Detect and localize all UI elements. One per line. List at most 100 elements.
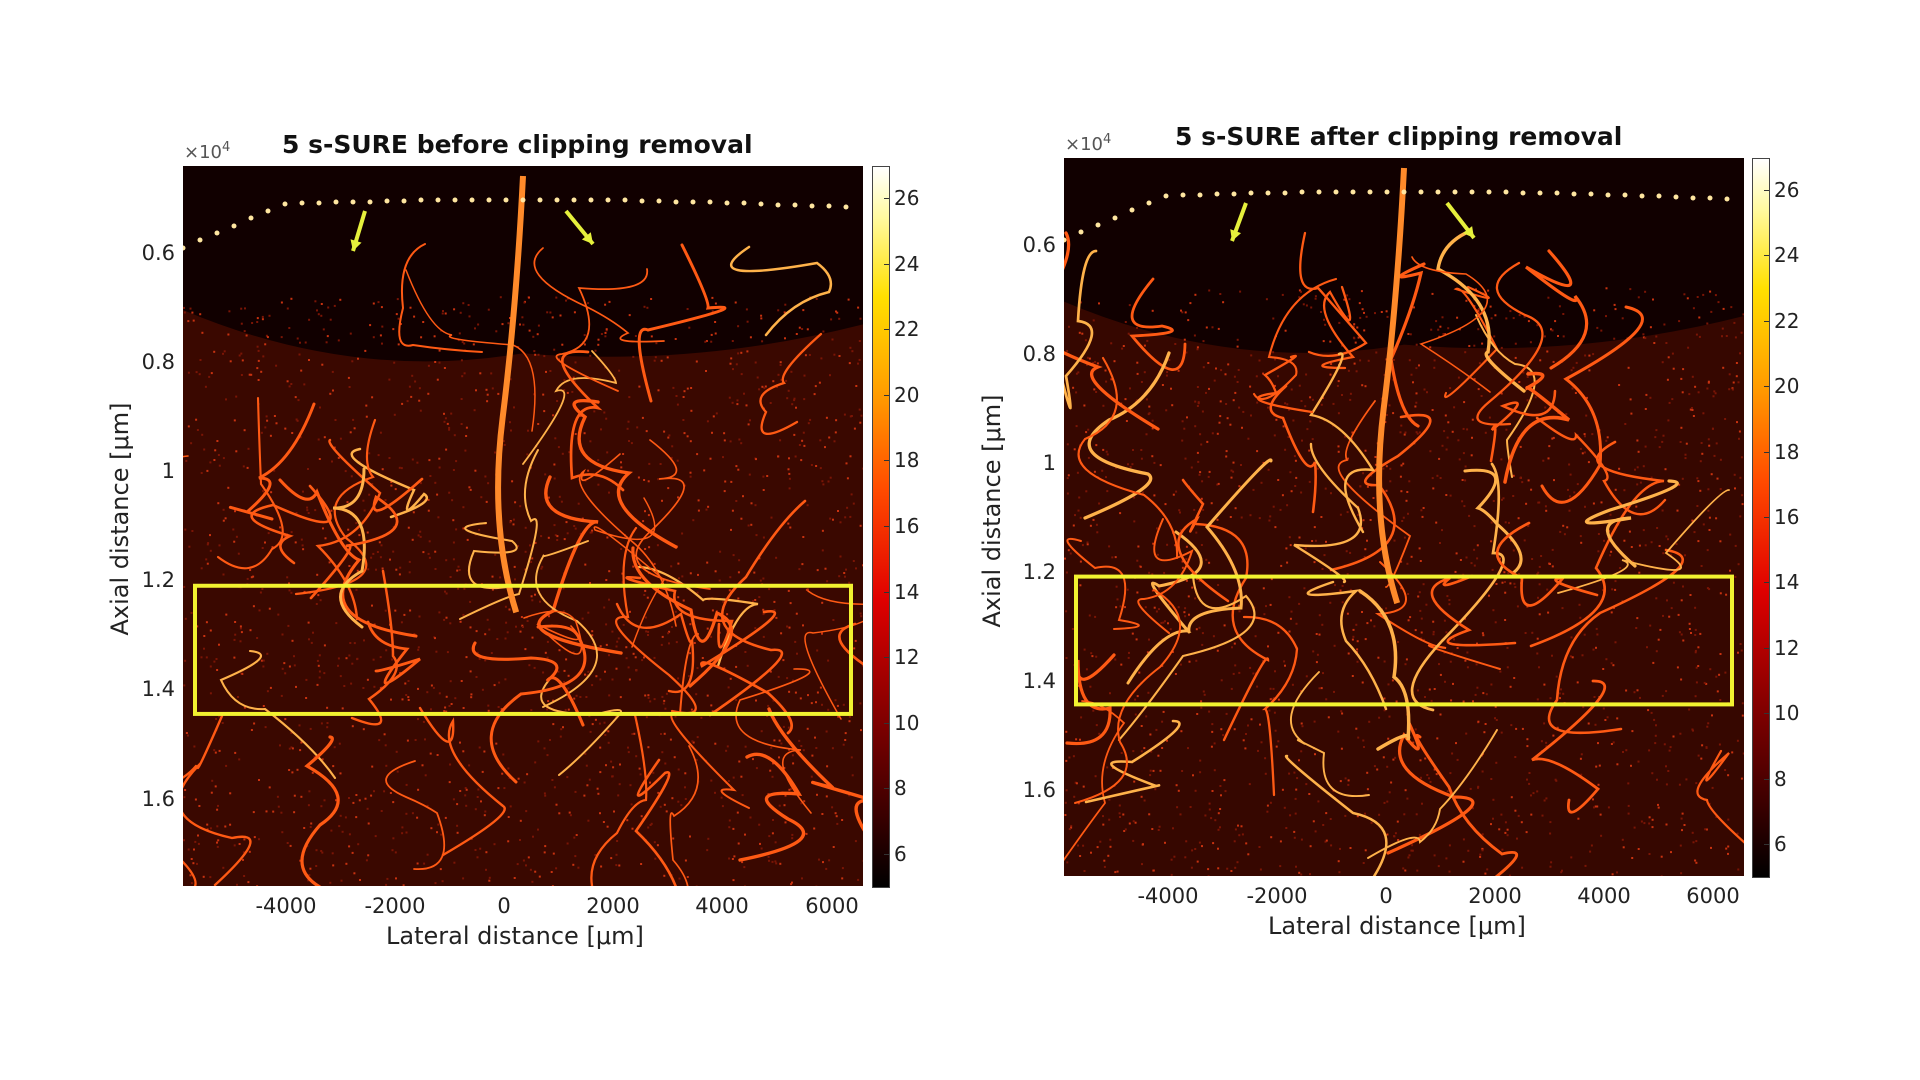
speckle (851, 774, 854, 777)
speckle (663, 430, 666, 433)
speckle (333, 304, 336, 307)
speckle (1426, 774, 1429, 776)
speckle (1491, 568, 1494, 571)
speckle (1207, 875, 1210, 876)
speckle (315, 849, 318, 852)
colorbar-tick-label: 22 (894, 317, 920, 342)
vessel-map (1064, 158, 1744, 876)
speckle (395, 313, 398, 316)
speckle (417, 788, 420, 791)
speckle (433, 335, 436, 338)
speckle (618, 369, 621, 372)
speckle (234, 510, 236, 513)
speckle (621, 572, 624, 575)
speckle (1594, 805, 1597, 808)
speckle (533, 393, 536, 396)
vessel (366, 620, 421, 685)
speckle (858, 408, 861, 411)
speckle (740, 351, 743, 354)
speckle (1551, 437, 1554, 440)
vessel (1309, 352, 1376, 534)
speckle (552, 723, 555, 726)
speckle (358, 534, 361, 537)
vessel (418, 706, 506, 857)
speckle (1607, 806, 1610, 809)
speckle (645, 630, 648, 633)
speckle (1298, 296, 1301, 299)
speckle (414, 380, 417, 383)
speckle (1552, 436, 1555, 439)
speckle (1366, 539, 1368, 542)
speckle (452, 558, 455, 561)
speckle (605, 329, 608, 332)
colorbar-tick-mark (1764, 844, 1769, 845)
speckle (796, 652, 798, 655)
speckle (504, 637, 507, 640)
speckle (746, 664, 749, 667)
speckle (487, 482, 490, 485)
speckle (206, 823, 209, 826)
speckle (745, 308, 748, 311)
speckle (233, 540, 236, 543)
speckle (760, 847, 763, 850)
speckle (1461, 500, 1464, 503)
speckle (802, 431, 805, 434)
speckle (1680, 817, 1683, 820)
speckle (677, 596, 680, 599)
speckle (647, 514, 650, 517)
speckle (760, 314, 763, 317)
speckle (183, 684, 186, 687)
speckle (1386, 800, 1389, 803)
speckle (1196, 405, 1199, 407)
speckle (1553, 479, 1555, 482)
speckle (822, 330, 825, 333)
speckle (1217, 327, 1220, 330)
speckle (1347, 457, 1349, 460)
speckle (214, 751, 217, 754)
speckle (1403, 536, 1406, 539)
speckle (468, 486, 471, 489)
speckle (706, 849, 709, 852)
speckle (1347, 779, 1350, 782)
speckle (754, 361, 757, 364)
speckle (1361, 611, 1363, 613)
speckle (338, 742, 341, 745)
speckle (1500, 813, 1503, 816)
speckle (1422, 507, 1425, 509)
colorbar-tick-label: 6 (894, 842, 907, 866)
speckle (290, 731, 293, 734)
speckle (1625, 689, 1628, 692)
speckle (1126, 588, 1129, 591)
speckle (1079, 560, 1082, 563)
speckle (264, 343, 267, 346)
speckle (1363, 311, 1365, 314)
speckle (1337, 445, 1340, 448)
speckle (413, 315, 416, 318)
speckle (475, 676, 478, 678)
speckle (1566, 526, 1569, 529)
speckle (642, 520, 645, 523)
speckle (1269, 515, 1272, 518)
speckle (1302, 303, 1305, 306)
speckle (761, 385, 764, 388)
speckle (373, 685, 376, 688)
speckle (706, 420, 709, 423)
speckle (470, 693, 473, 696)
bright-spot (1180, 192, 1186, 198)
speckle (1579, 535, 1582, 538)
speckle (785, 379, 788, 382)
speckle (1466, 651, 1469, 654)
speckle (1219, 808, 1222, 810)
speckle (1433, 359, 1436, 362)
speckle (184, 528, 187, 531)
speckle (1705, 746, 1708, 749)
speckle (1708, 529, 1711, 531)
speckle (594, 854, 597, 856)
speckle (308, 638, 310, 641)
vessel (1284, 754, 1388, 876)
speckle (427, 364, 430, 367)
speckle (1662, 434, 1665, 437)
speckle (427, 392, 430, 395)
speckle (1657, 638, 1660, 641)
speckle (1543, 335, 1546, 338)
